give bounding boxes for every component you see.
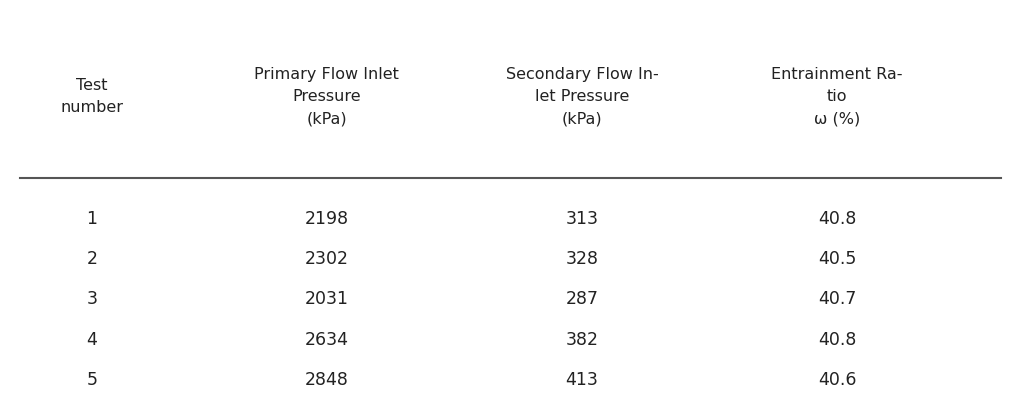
Text: 40.5: 40.5 <box>818 250 857 267</box>
Text: 40.8: 40.8 <box>818 330 857 348</box>
Text: Entrainment Ra-
tio
ω (%): Entrainment Ra- tio ω (%) <box>772 67 903 126</box>
Text: 413: 413 <box>566 370 598 388</box>
Text: Primary Flow Inlet
Pressure
(kPa): Primary Flow Inlet Pressure (kPa) <box>254 67 399 126</box>
Text: 2848: 2848 <box>305 370 348 388</box>
Text: 328: 328 <box>566 250 598 267</box>
Text: 2634: 2634 <box>304 330 349 348</box>
Text: 313: 313 <box>566 210 598 227</box>
Text: Secondary Flow In-
let Pressure
(kPa): Secondary Flow In- let Pressure (kPa) <box>505 67 659 126</box>
Text: 2302: 2302 <box>304 250 349 267</box>
Text: 40.6: 40.6 <box>818 370 857 388</box>
Text: 2031: 2031 <box>304 290 349 308</box>
Text: 2: 2 <box>87 250 97 267</box>
Text: 382: 382 <box>566 330 598 348</box>
Text: 5: 5 <box>87 370 97 388</box>
Text: 1: 1 <box>87 210 97 227</box>
Text: 4: 4 <box>87 330 97 348</box>
Text: 40.8: 40.8 <box>818 210 857 227</box>
Text: 2198: 2198 <box>304 210 349 227</box>
Text: Test
number: Test number <box>60 78 124 115</box>
Text: 3: 3 <box>87 290 97 308</box>
Text: 287: 287 <box>566 290 598 308</box>
Text: 40.7: 40.7 <box>818 290 857 308</box>
